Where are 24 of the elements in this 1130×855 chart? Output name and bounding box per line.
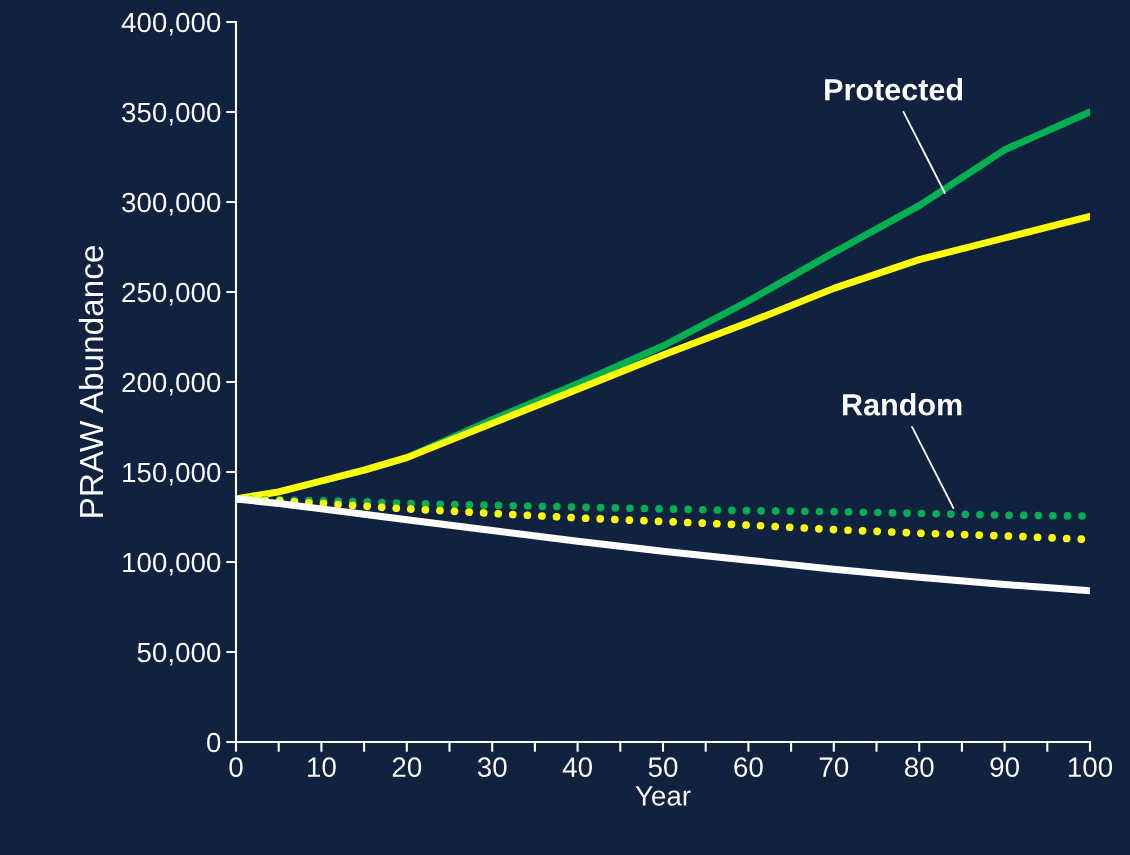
x-tick-label: 60: [734, 757, 763, 777]
y-tick-label: 300,000: [122, 192, 221, 216]
x-tick-label: 70: [819, 757, 849, 777]
x-axis-title: Year: [635, 786, 691, 806]
annotation: Random: [843, 393, 962, 416]
x-tick-label: 50: [648, 757, 678, 777]
y-tick-label: 350,000: [122, 102, 221, 126]
y-tick-label: 400,000: [121, 12, 221, 36]
y-tick-label: 0: [207, 732, 221, 753]
x-tick-label: 40: [562, 757, 592, 777]
y-tick-label: 50,000: [137, 642, 221, 666]
x-tick-label: 30: [477, 757, 507, 777]
y-tick-label: 200,000: [122, 372, 221, 396]
x-tick-label: 80: [904, 757, 934, 777]
y-tick-label: 150,000: [123, 462, 221, 486]
x-tick-label: 0: [229, 757, 243, 777]
x-tick-label: 20: [392, 757, 422, 777]
y-tick-label: 100,000: [123, 552, 221, 576]
y-tick-label: 250,000: [122, 282, 221, 306]
x-tick-label: 90: [990, 757, 1019, 777]
annotation: Protected: [825, 78, 963, 101]
x-tick-label: 10: [308, 757, 336, 777]
y-axis-title: PRAW Abundance: [78, 246, 104, 517]
x-tick-label: 100: [1068, 757, 1113, 777]
